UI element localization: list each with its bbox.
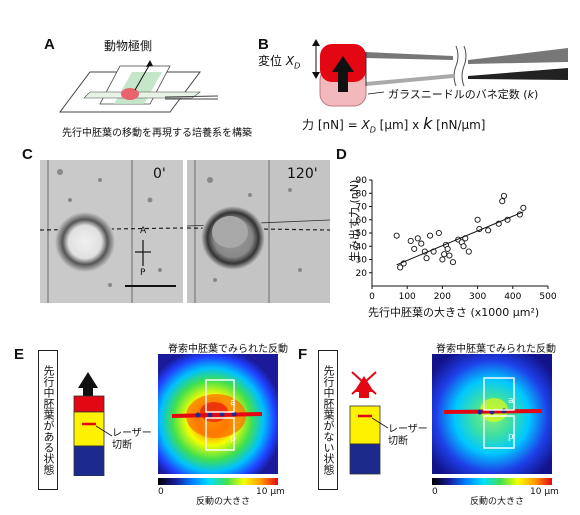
colorbar-e-max: 10 μm bbox=[256, 487, 285, 497]
y-tick-label: 90 bbox=[356, 176, 368, 186]
panel-e-side-text: 先行中胚葉がある状態 bbox=[38, 350, 58, 490]
explant-diagram-f bbox=[349, 371, 389, 475]
colorbar-e-label: 反動の大きさ bbox=[196, 497, 251, 507]
eq-unit: [nN/μm] bbox=[432, 118, 486, 132]
map-title-f: 脊索中胚葉でみられた反動 bbox=[436, 344, 556, 355]
data-point bbox=[393, 232, 400, 239]
displacement-text: 変位 bbox=[258, 54, 283, 68]
panel-f-side-text: 先行中胚葉がない状態 bbox=[318, 350, 338, 490]
colorbar-f-max: 10 μm bbox=[530, 487, 559, 497]
laser-label-f: レーザー 切断 bbox=[388, 424, 428, 447]
y-tick-label: 30 bbox=[356, 256, 368, 266]
tag-a-f: a bbox=[508, 396, 514, 406]
x-tick-label: 500 bbox=[539, 292, 556, 302]
animal-pole-label: 動物極側 bbox=[104, 39, 153, 53]
needle-text: ガラスニードルのバネ定数 ( bbox=[388, 88, 528, 101]
data-point bbox=[449, 259, 457, 266]
data-point bbox=[414, 235, 421, 242]
panel-label-b: B bbox=[258, 36, 269, 53]
time-120: 120' bbox=[287, 166, 318, 182]
data-point bbox=[439, 256, 446, 263]
y-tick-label: 80 bbox=[356, 189, 368, 199]
data-point bbox=[397, 264, 404, 271]
panel-label-c: C bbox=[22, 146, 33, 163]
data-point bbox=[446, 252, 453, 259]
tag-p-e: p bbox=[230, 434, 236, 444]
force-vs-size-scatter: 0 100 200 300 400 500 20 30 40 50 60 70 80 90 bbox=[356, 176, 557, 302]
eq-k: k bbox=[423, 114, 433, 133]
panel-label-e: E bbox=[14, 346, 25, 363]
heatmap-e bbox=[158, 354, 278, 474]
data-point bbox=[407, 237, 414, 244]
data-point bbox=[411, 245, 418, 252]
colorbar-f-label: 反動の大きさ bbox=[470, 497, 525, 507]
eq-um: [μm] x bbox=[375, 118, 424, 132]
data-point bbox=[520, 204, 527, 211]
chart-ylabel: 生み出す力 (nN) bbox=[348, 179, 361, 262]
x-tick-label: 300 bbox=[469, 292, 486, 302]
glass-needle-diagram bbox=[312, 39, 568, 107]
colorbar-f bbox=[432, 478, 552, 485]
colorbar-f-min: 0 bbox=[432, 487, 438, 497]
panel-a-caption: 先行中胚葉の移動を再現する培養系を構築 bbox=[62, 128, 252, 139]
axis-marker-a: A bbox=[140, 226, 147, 236]
panel-label-f: F bbox=[298, 346, 308, 363]
needle-close: ) bbox=[533, 88, 539, 101]
panel-label-a: A bbox=[44, 36, 55, 53]
y-tick-label: 50 bbox=[356, 229, 368, 239]
y-tick-label: 60 bbox=[356, 216, 368, 226]
displacement-label: 変位 XD bbox=[258, 52, 300, 70]
displacement-symbol: X bbox=[285, 54, 295, 68]
laser-label-e: レーザー 切断 bbox=[112, 428, 152, 451]
eq-xd-sub: D bbox=[369, 125, 376, 135]
data-point bbox=[500, 192, 508, 199]
micrograph bbox=[40, 160, 330, 303]
culture-dish-diagram bbox=[59, 60, 219, 113]
eq-force: 力 [nN] = bbox=[302, 118, 362, 132]
data-point bbox=[423, 255, 430, 262]
x-tick-label: 0 bbox=[369, 292, 375, 302]
needle-k: k bbox=[527, 88, 534, 101]
colorbar-e-min: 0 bbox=[158, 487, 164, 497]
data-point bbox=[460, 243, 467, 250]
regression-line bbox=[396, 211, 524, 266]
data-point bbox=[441, 251, 448, 258]
needle-spring-label: ガラスニードルのバネ定数 (k) bbox=[388, 86, 538, 102]
data-point bbox=[435, 229, 442, 237]
heatmap-f bbox=[432, 354, 552, 474]
tag-a-e: a bbox=[230, 398, 236, 408]
data-point bbox=[427, 232, 434, 239]
displacement-subscript: D bbox=[294, 61, 301, 71]
data-point bbox=[485, 227, 492, 234]
chart-xlabel: 先行中胚葉の大きさ (x1000 μm²) bbox=[368, 306, 540, 319]
colorbar-e bbox=[158, 478, 278, 485]
y-tick-label: 40 bbox=[356, 242, 368, 252]
y-tick-label: 70 bbox=[356, 203, 368, 213]
eq-xd: X bbox=[361, 118, 370, 132]
x-tick-label: 200 bbox=[434, 292, 451, 302]
explant-diagram-e bbox=[73, 372, 113, 476]
panel-label-d: D bbox=[336, 146, 347, 163]
axis-marker-p: P bbox=[140, 268, 146, 278]
x-tick-label: 400 bbox=[504, 292, 521, 302]
data-point bbox=[474, 216, 481, 223]
data-point bbox=[444, 245, 451, 252]
y-tick-label: 20 bbox=[356, 269, 368, 279]
data-point bbox=[465, 248, 472, 255]
x-tick-label: 100 bbox=[399, 292, 416, 302]
time-0: 0' bbox=[153, 166, 166, 182]
data-point bbox=[499, 198, 506, 205]
data-point bbox=[418, 240, 425, 247]
force-equation: 力 [nN] = XD [μm] x k [nN/μm] bbox=[302, 114, 486, 134]
tag-p-f: p bbox=[508, 432, 514, 442]
map-title-e: 脊索中胚葉でみられた反動 bbox=[168, 344, 288, 355]
